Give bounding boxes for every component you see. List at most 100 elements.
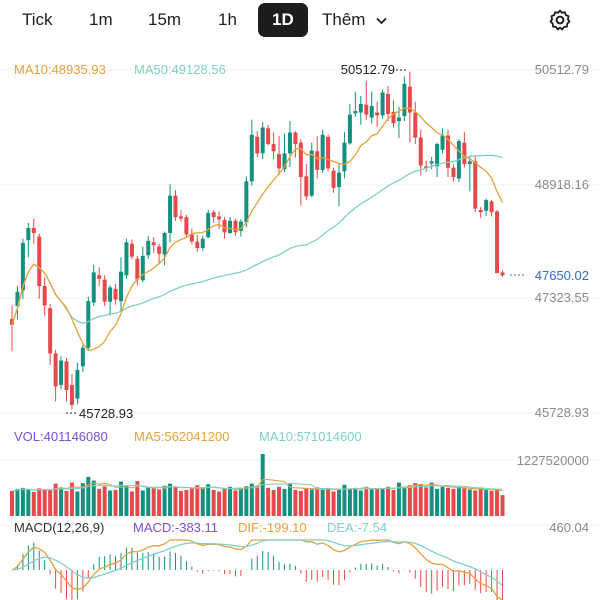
volume-bar	[500, 495, 505, 516]
candle-body	[402, 83, 407, 117]
candle-body	[75, 369, 80, 399]
tab-more[interactable]: Thêm	[322, 8, 387, 32]
candle-body	[326, 136, 331, 169]
ma50-line	[11, 154, 503, 325]
chevron-down-icon	[376, 17, 387, 24]
candle-body	[48, 308, 53, 354]
volume-bar	[228, 486, 232, 516]
candle-body	[446, 135, 450, 168]
candle-body	[298, 142, 303, 178]
tab-1m[interactable]: 1m	[89, 10, 113, 29]
volume-bar	[489, 490, 494, 516]
candle-body	[380, 92, 385, 116]
candle-body	[435, 144, 440, 167]
candle-body	[146, 240, 151, 256]
tab-1d[interactable]: 1D	[258, 3, 308, 37]
volume-bar	[369, 489, 374, 516]
tab-more-label: Thêm	[322, 10, 366, 29]
settings-gear-icon[interactable]	[548, 8, 572, 32]
volume-bar	[347, 488, 352, 516]
candle-body	[64, 361, 69, 390]
low-price-label: 45728.93	[79, 406, 133, 421]
candle-body	[277, 154, 282, 169]
candle-body	[358, 103, 363, 113]
candle-body	[80, 347, 85, 367]
volume-bar	[407, 485, 412, 516]
candle-body	[217, 216, 222, 220]
candle-body	[211, 212, 216, 218]
volume-bar	[20, 487, 25, 516]
candle-body	[500, 272, 505, 276]
candle-body	[195, 241, 200, 249]
candle-body	[113, 288, 118, 300]
volume-bar	[413, 483, 418, 516]
candle-body	[20, 242, 25, 291]
volume-bar	[37, 488, 42, 516]
candle-body	[467, 161, 472, 165]
candle-body	[391, 111, 396, 124]
candle-body	[347, 114, 352, 144]
candle-body	[102, 279, 107, 302]
volume-legend-item: MA10:571014600	[259, 429, 362, 444]
ma10-line	[11, 107, 504, 352]
volume-bar	[375, 488, 380, 516]
volume-bar	[495, 488, 500, 516]
candle-body	[238, 221, 243, 231]
price-legend-item: MA10:48935.93	[14, 62, 106, 77]
volume-bar	[396, 482, 401, 516]
candle-body	[222, 220, 227, 233]
candle-body	[37, 236, 42, 287]
volume-bar	[146, 487, 151, 516]
price-axis-label: 47323.55	[535, 290, 589, 305]
volume-bar	[271, 489, 276, 516]
volume-bar	[69, 482, 74, 516]
volume-bar	[200, 488, 205, 516]
volume-bar	[456, 486, 461, 516]
candle-body	[353, 111, 358, 114]
tab-15m[interactable]: 15m	[148, 10, 182, 29]
volume-bar	[429, 482, 434, 516]
candle-body	[413, 112, 418, 138]
candle-body	[228, 220, 232, 233]
candle-body	[282, 153, 287, 170]
candle-body	[135, 258, 140, 280]
volume-bar	[473, 490, 478, 516]
volume-bar	[337, 489, 341, 516]
tab-tick[interactable]: Tick	[22, 10, 53, 29]
volume-axis-label: 1227520000	[517, 453, 589, 468]
candle-body	[206, 212, 211, 238]
volume-bar	[135, 481, 140, 516]
volume-bar	[386, 486, 391, 516]
volume-bar	[484, 489, 489, 516]
volume-bar	[97, 488, 102, 516]
candle-body	[375, 112, 380, 116]
candle-body	[91, 272, 96, 303]
candle-body	[462, 142, 467, 165]
candle-body	[26, 227, 31, 241]
tab-1h[interactable]: 1h	[218, 10, 237, 29]
volume-bar	[282, 488, 287, 516]
candle-body	[119, 271, 123, 302]
candle-body	[364, 104, 369, 115]
candle-body	[489, 201, 494, 213]
volume-bar	[80, 483, 85, 516]
volume-bar	[244, 486, 249, 516]
candle-body	[342, 142, 347, 172]
volume-bar	[178, 490, 183, 516]
volume-bar	[48, 490, 53, 516]
candle-body	[495, 211, 500, 274]
volume-bar	[358, 490, 363, 516]
volume-bar	[440, 486, 445, 516]
volume-bar	[342, 484, 347, 516]
candle-body	[97, 275, 102, 279]
candle-body	[386, 93, 391, 114]
volume-bar	[478, 488, 483, 516]
macd-legend-item: DIF:-199.10	[238, 520, 307, 535]
volume-bar	[206, 484, 211, 516]
volume-bar	[446, 487, 450, 516]
volume-bar	[91, 480, 96, 516]
volume-bar	[157, 489, 162, 516]
volume-bar	[391, 489, 396, 516]
candle-body	[309, 150, 314, 196]
volume-bar	[113, 489, 118, 516]
